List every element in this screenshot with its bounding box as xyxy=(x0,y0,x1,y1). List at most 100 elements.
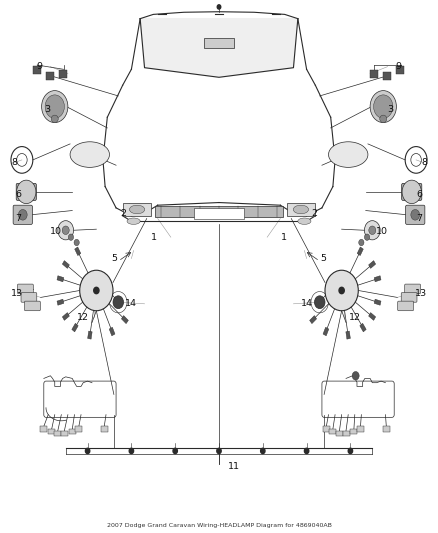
Bar xyxy=(310,316,317,324)
Bar xyxy=(323,426,330,432)
Circle shape xyxy=(352,372,359,380)
Bar xyxy=(48,429,55,434)
Text: 10: 10 xyxy=(50,228,62,236)
Ellipse shape xyxy=(51,115,58,123)
Bar xyxy=(369,312,376,320)
Bar xyxy=(383,426,390,432)
Text: 12: 12 xyxy=(350,313,361,321)
FancyBboxPatch shape xyxy=(401,293,417,302)
Circle shape xyxy=(348,448,353,454)
Circle shape xyxy=(261,448,265,454)
Bar xyxy=(287,203,315,216)
Bar xyxy=(40,426,47,432)
Ellipse shape xyxy=(328,142,368,167)
Circle shape xyxy=(45,95,64,118)
Circle shape xyxy=(217,448,221,454)
Bar xyxy=(109,327,115,336)
Bar xyxy=(59,70,67,78)
Ellipse shape xyxy=(130,205,145,214)
Bar xyxy=(88,331,92,339)
Text: 9: 9 xyxy=(396,62,402,71)
Bar xyxy=(383,72,391,80)
Text: 5: 5 xyxy=(320,254,326,263)
FancyBboxPatch shape xyxy=(398,301,413,311)
Circle shape xyxy=(94,287,99,294)
FancyBboxPatch shape xyxy=(13,205,32,224)
Bar xyxy=(46,72,54,80)
FancyBboxPatch shape xyxy=(21,293,37,302)
Text: 13: 13 xyxy=(11,289,23,297)
Circle shape xyxy=(364,234,370,240)
FancyBboxPatch shape xyxy=(25,301,40,311)
Circle shape xyxy=(18,209,27,220)
Circle shape xyxy=(325,270,358,311)
Circle shape xyxy=(359,239,364,246)
Circle shape xyxy=(113,296,124,309)
Bar xyxy=(121,316,128,324)
Text: 1: 1 xyxy=(281,233,287,241)
Circle shape xyxy=(17,180,36,204)
Bar xyxy=(396,66,404,74)
Bar xyxy=(204,38,234,48)
Circle shape xyxy=(402,180,421,204)
Text: 1: 1 xyxy=(151,233,157,241)
Bar xyxy=(357,247,363,255)
FancyBboxPatch shape xyxy=(16,183,36,200)
Bar xyxy=(360,324,366,332)
Bar xyxy=(57,276,64,282)
Circle shape xyxy=(339,287,344,294)
Bar xyxy=(323,327,329,336)
Text: 13: 13 xyxy=(415,289,427,297)
Text: 7: 7 xyxy=(15,214,21,223)
Circle shape xyxy=(62,226,69,235)
Bar xyxy=(62,312,69,320)
Circle shape xyxy=(364,221,380,240)
Bar xyxy=(101,426,108,432)
Circle shape xyxy=(80,270,113,311)
Circle shape xyxy=(217,5,221,9)
FancyBboxPatch shape xyxy=(405,284,420,294)
Bar xyxy=(370,70,378,78)
Bar xyxy=(369,261,376,269)
Circle shape xyxy=(374,95,393,118)
Circle shape xyxy=(42,91,68,123)
FancyBboxPatch shape xyxy=(18,284,33,294)
Text: 6: 6 xyxy=(15,190,21,199)
Bar xyxy=(75,247,81,255)
Bar xyxy=(62,261,69,269)
Text: 2: 2 xyxy=(311,209,318,217)
Text: 8: 8 xyxy=(11,158,17,167)
Text: 9: 9 xyxy=(36,62,42,71)
Ellipse shape xyxy=(70,142,110,167)
Text: 3: 3 xyxy=(44,105,50,114)
Text: 6: 6 xyxy=(417,190,423,199)
Text: 8: 8 xyxy=(421,158,427,167)
Text: 14: 14 xyxy=(125,300,137,308)
Bar xyxy=(346,331,350,339)
Text: 14: 14 xyxy=(301,300,313,308)
Ellipse shape xyxy=(127,218,140,224)
Circle shape xyxy=(74,239,79,246)
Circle shape xyxy=(369,226,376,235)
Circle shape xyxy=(58,221,74,240)
Bar xyxy=(54,431,61,436)
Bar xyxy=(194,208,244,219)
Bar xyxy=(155,206,283,217)
Text: 11: 11 xyxy=(228,462,240,471)
Ellipse shape xyxy=(380,115,387,123)
Circle shape xyxy=(173,448,177,454)
Bar xyxy=(57,299,64,305)
Bar xyxy=(69,429,76,434)
Text: 10: 10 xyxy=(376,228,388,236)
FancyBboxPatch shape xyxy=(406,205,425,224)
Text: 2007 Dodge Grand Caravan Wiring-HEADLAMP Diagram for 4869040AB: 2007 Dodge Grand Caravan Wiring-HEADLAMP… xyxy=(106,523,332,528)
FancyBboxPatch shape xyxy=(402,183,422,200)
Bar xyxy=(374,299,381,305)
Bar xyxy=(350,429,357,434)
Bar xyxy=(33,66,41,74)
Bar xyxy=(329,429,336,434)
Text: 7: 7 xyxy=(417,214,423,223)
Bar xyxy=(374,276,381,282)
Circle shape xyxy=(411,209,420,220)
Circle shape xyxy=(304,448,309,454)
